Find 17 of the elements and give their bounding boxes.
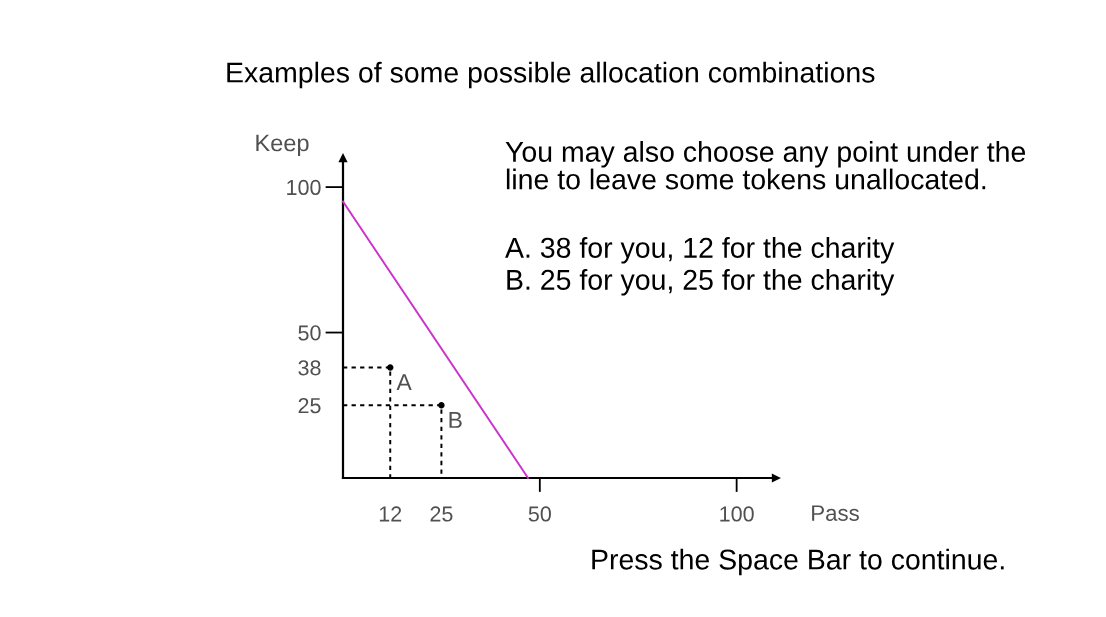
- annotation: You may also choose any point under the line to leave some tokens unallocated.: [505, 141, 1026, 190]
- annotation: A: [396, 374, 412, 391]
- annotation: A. 38 for you, 12 for the charity: [505, 237, 895, 264]
- y-tick-label: 25: [298, 398, 321, 414]
- y-tick-label: 38: [298, 360, 321, 376]
- y-axis-title: Keep: [256, 134, 309, 157]
- x-tick-label: 50: [528, 506, 551, 522]
- chart-title: Examples of some possible allocation combinations: [227, 61, 875, 89]
- annotation: B. 25 for you, 25 for the charity: [507, 269, 895, 296]
- text: Press the Space Bar to continue.: [592, 548, 1004, 576]
- x-tick-label: 25: [430, 506, 453, 522]
- x-tick-label: 12: [379, 506, 402, 522]
- annotation: B: [449, 412, 462, 428]
- y-tick-label: 50: [298, 325, 321, 341]
- x-tick-label: 100: [720, 506, 754, 522]
- y-tick-label: 100: [287, 179, 321, 196]
- x-axis-title: Pass: [812, 505, 859, 521]
